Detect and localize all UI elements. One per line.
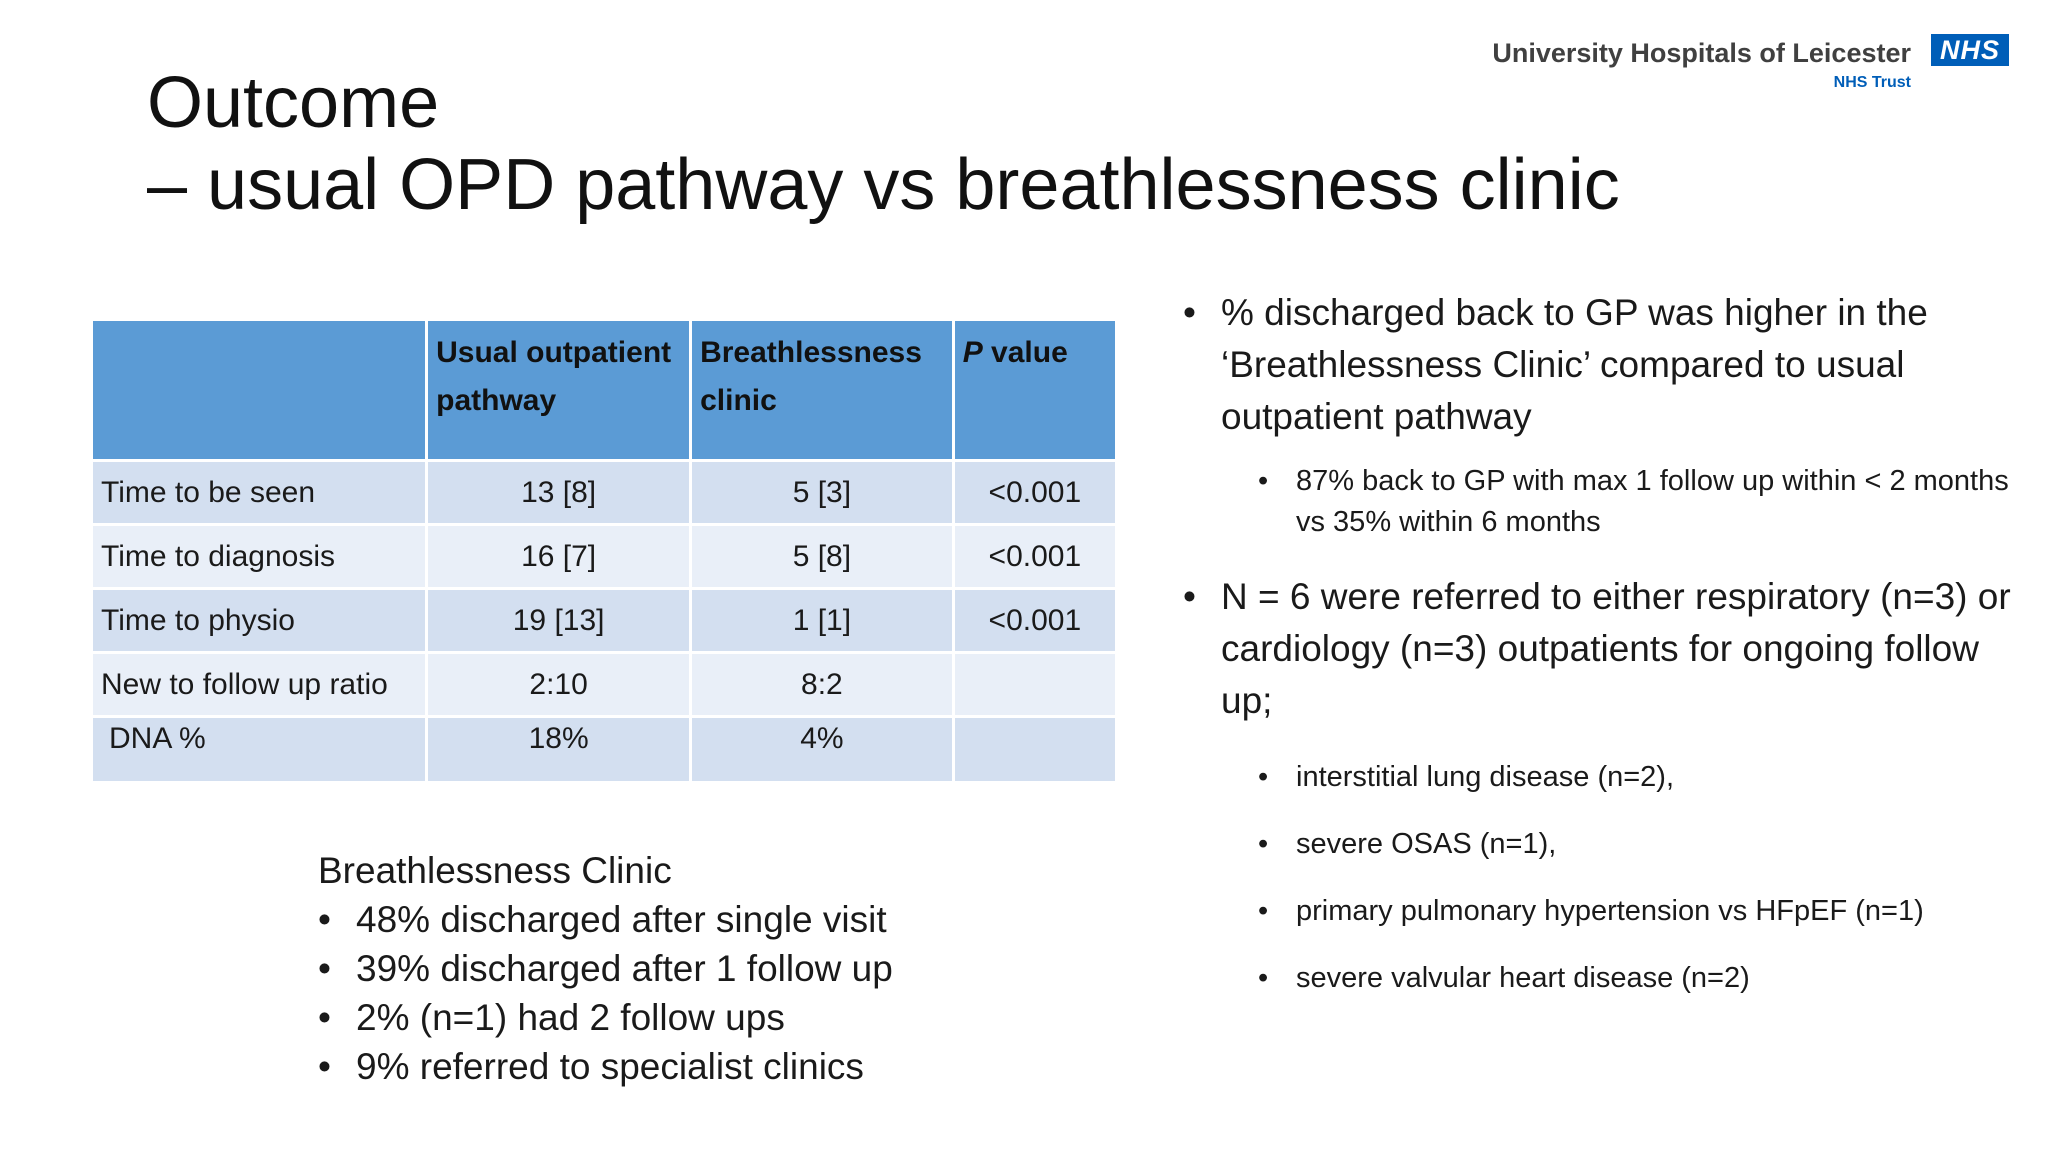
usual-value: 13 [8]: [428, 462, 690, 523]
header-bc-line2: clinic: [700, 384, 777, 417]
slide-title: Outcome – usual OPD pathway vs breathles…: [147, 62, 1620, 226]
header-blank-cell: [93, 321, 426, 459]
referral-diagnosis-item: primary pulmonary hypertension vs HFpEF …: [1183, 891, 2013, 932]
header-p-italic: P: [962, 336, 983, 369]
table-row: DNA % 18% 4%: [93, 718, 1115, 781]
finding-referrals: N = 6 were referred to either respirator…: [1183, 571, 2013, 727]
finding-discharge-rate: % discharged back to GP was higher in th…: [1183, 287, 2013, 443]
table-row: Time to diagnosis 16 [7] 5 [8] <0.001: [93, 526, 1115, 587]
table-row: Time to physio 19 [13] 1 [1] <0.001: [93, 590, 1115, 651]
title-line-2: – usual OPD pathway vs breathlessness cl…: [147, 145, 1620, 225]
p-value: <0.001: [954, 462, 1115, 523]
list-item: 9% referred to specialist clinics: [318, 1042, 893, 1091]
bc-value: 4%: [692, 718, 952, 781]
breathlessness-clinic-summary: Breathlessness Clinic 48% discharged aft…: [318, 846, 893, 1091]
trust-logo: University Hospitals of Leicester NHS Tr…: [1449, 30, 2009, 100]
list-item: 2% (n=1) had 2 follow ups: [318, 993, 893, 1042]
title-line-1: Outcome: [147, 63, 440, 143]
usual-value: 2:10: [428, 654, 690, 715]
bc-value: 8:2: [692, 654, 952, 715]
findings-list: % discharged back to GP was higher in th…: [1183, 287, 2013, 999]
finding-discharge-detail: 87% back to GP with max 1 follow up with…: [1183, 461, 2013, 543]
usual-value: 18%: [428, 718, 690, 781]
summary-heading: Breathlessness Clinic: [318, 850, 672, 891]
row-label: New to follow up ratio: [93, 654, 426, 715]
findings-notes: % discharged back to GP was higher in th…: [1183, 287, 2013, 999]
p-value: [954, 718, 1115, 781]
header-breathlessness-clinic: Breathlessness clinic: [692, 321, 952, 459]
p-value: [954, 654, 1115, 715]
logo-organisation-name: University Hospitals of Leicester: [1492, 38, 1911, 68]
p-value: <0.001: [954, 590, 1115, 651]
row-label: Time to be seen: [93, 462, 426, 523]
p-value: <0.001: [954, 526, 1115, 587]
nhs-logo-badge: NHS: [1931, 34, 2009, 66]
bc-value: 5 [3]: [692, 462, 952, 523]
referral-diagnosis-item: severe valvular heart disease (n=2): [1183, 958, 2013, 999]
outcome-comparison-table: Usual outpatient pathway Breathlessness …: [90, 318, 1118, 784]
row-label: DNA %: [93, 718, 426, 781]
referral-diagnosis-item: severe OSAS (n=1),: [1183, 824, 2013, 865]
list-item: 39% discharged after 1 follow up: [318, 944, 893, 993]
table-row: New to follow up ratio 2:10 8:2: [93, 654, 1115, 715]
header-usual-line2: pathway: [436, 384, 557, 417]
usual-value: 16 [7]: [428, 526, 690, 587]
logo-trust-label: NHS Trust: [1833, 74, 1911, 91]
header-p-value: P value: [954, 321, 1115, 459]
usual-value: 19 [13]: [428, 590, 690, 651]
table-header-row: Usual outpatient pathway Breathlessness …: [93, 321, 1115, 459]
summary-list: 48% discharged after single visit 39% di…: [318, 895, 893, 1091]
referral-diagnosis-item: interstitial lung disease (n=2),: [1183, 757, 2013, 798]
list-item: 48% discharged after single visit: [318, 895, 893, 944]
row-label: Time to diagnosis: [93, 526, 426, 587]
header-usual-pathway: Usual outpatient pathway: [428, 321, 690, 459]
header-usual-line1: Usual outpatient: [436, 336, 672, 369]
table-row: Time to be seen 13 [8] 5 [3] <0.001: [93, 462, 1115, 523]
bc-value: 1 [1]: [692, 590, 952, 651]
row-label: Time to physio: [93, 590, 426, 651]
header-bc-line1: Breathlessness: [700, 336, 922, 369]
bc-value: 5 [8]: [692, 526, 952, 587]
header-p-rest: value: [982, 336, 1068, 369]
